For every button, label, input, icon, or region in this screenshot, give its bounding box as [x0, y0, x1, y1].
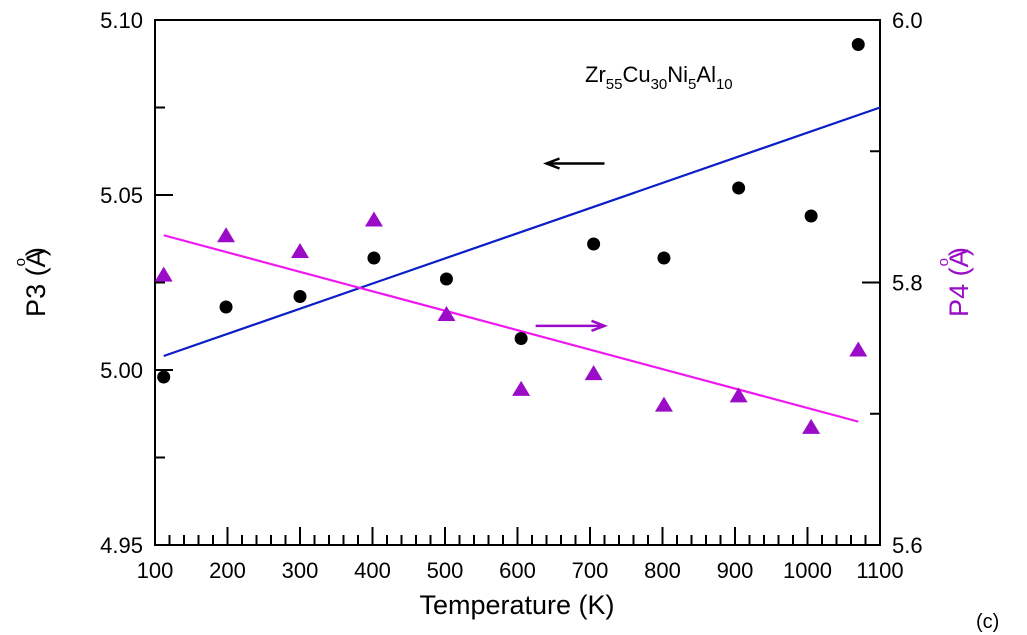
left-axis-arrow	[543, 157, 605, 170]
p4-point	[437, 306, 456, 322]
y-left-tick-label: 5.00	[100, 358, 143, 383]
composition-annotation: Zr55Cu30Ni5Al10	[585, 62, 733, 93]
y-right-axis-title: P4 (Ao)	[935, 247, 974, 317]
p4-point	[802, 418, 821, 434]
annot-al-sub: 10	[716, 76, 733, 93]
y-left-axis-title-text: P3 (A	[21, 249, 51, 317]
fit-lines	[163, 106, 881, 423]
x-tick-label: 200	[209, 558, 246, 583]
annot-ni-sub: 5	[688, 76, 696, 93]
x-tick-label: 300	[282, 558, 319, 583]
arrow-head	[543, 157, 560, 170]
p3-fit-line	[163, 106, 881, 358]
p4-point	[654, 396, 673, 412]
y-left-tick-label: 5.05	[100, 183, 143, 208]
x-tick-label: 100	[137, 558, 174, 583]
x-tick-label: 500	[427, 558, 464, 583]
p3-point	[804, 209, 818, 223]
p3-point	[732, 181, 746, 195]
p4-fit-line	[163, 234, 859, 423]
p4-point	[154, 266, 173, 282]
y-left-tick-label: 5.10	[100, 8, 143, 33]
p4-point	[291, 243, 309, 259]
annot-cu-sub: 30	[651, 76, 668, 93]
y-left-axis-close: )	[21, 247, 51, 256]
x-axis-title: Temperature (K)	[419, 590, 614, 620]
y-right-tick-label: 5.8	[892, 271, 923, 296]
p3-point	[514, 332, 528, 345]
annot-zr: Zr	[585, 62, 606, 87]
p3-point	[293, 290, 307, 303]
x-tick-label: 1000	[783, 558, 832, 583]
p3-point	[367, 251, 381, 265]
p3-point	[439, 272, 453, 286]
direction-arrows	[535, 157, 608, 332]
p4-point	[217, 227, 236, 243]
axis-ticks	[154, 19, 881, 546]
y-left-tick-label: 4.95	[100, 533, 143, 558]
panel-label: (c)	[976, 611, 999, 633]
annot-zr-sub: 55	[606, 76, 623, 93]
x-tick-label: 400	[354, 558, 391, 583]
p3-point	[851, 38, 865, 51]
right-axis-arrow	[535, 319, 608, 332]
p4-point	[584, 365, 603, 381]
p4-point	[729, 387, 748, 403]
p3-point	[157, 370, 171, 384]
y-right-tick-label: 6.0	[892, 8, 923, 33]
y-right-axis-title-text: P4 (A	[944, 249, 974, 317]
x-tick-label: 900	[717, 558, 754, 583]
p3-point	[657, 251, 671, 265]
annot-al: Al	[696, 62, 716, 87]
p4-point	[512, 380, 531, 396]
p3-point	[219, 300, 233, 314]
y-right-tick-label: 5.6	[892, 533, 923, 558]
x-tick-label: 1100	[856, 558, 903, 583]
y-right-axis-ring: o	[935, 258, 952, 266]
y-right-axis-close: )	[944, 247, 974, 256]
annot-ni: Ni	[667, 62, 688, 87]
tick-labels: 100 200 300 400 500 600 700 800 900 1000 1100 4.95 5…	[100, 8, 922, 583]
p4-point	[364, 211, 383, 227]
data-markers	[154, 38, 868, 434]
y-left-axis-title: P3 (Ao)	[12, 247, 51, 317]
x-tick-label: 700	[572, 558, 609, 583]
p3-point	[587, 237, 601, 251]
y-left-axis-ring: o	[12, 258, 29, 266]
x-tick-label: 600	[499, 558, 536, 583]
plot-frame	[154, 19, 881, 546]
p4-point	[849, 341, 868, 357]
annot-cu: Cu	[622, 62, 650, 87]
arrow-head	[591, 319, 608, 332]
x-tick-label: 800	[644, 558, 681, 583]
